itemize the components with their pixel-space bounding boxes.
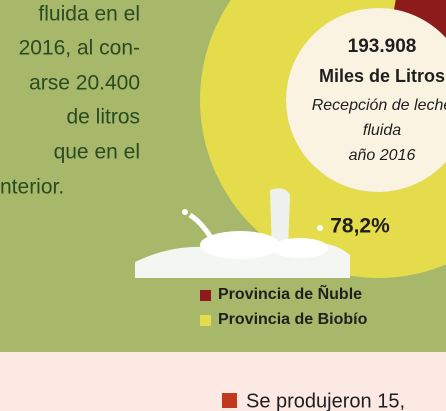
text-line: fluida en el xyxy=(38,3,140,26)
total: 193.908 xyxy=(348,36,417,57)
text-line: de litros xyxy=(66,106,140,129)
text-line: que en el xyxy=(54,141,140,164)
donut-chart xyxy=(200,0,446,278)
text-line: 2016, al con- xyxy=(19,37,140,60)
legend-label: Provincia de Ñuble xyxy=(218,283,362,303)
text-line: arse 20.400 xyxy=(29,72,140,95)
donut-center: 193.908 Miles de Litros Recepción de lec… xyxy=(312,36,446,164)
bullet xyxy=(222,393,237,408)
milk-splash xyxy=(135,188,350,278)
segment-label: 78,2% xyxy=(330,215,390,238)
body-text: fluida en el 2016, al con- arse 20.400 d… xyxy=(0,3,140,199)
footer-text: Se produjeron 15, xyxy=(246,390,405,411)
donut-segment xyxy=(393,0,446,39)
text-line: nterior. xyxy=(0,176,64,199)
donut-segment xyxy=(200,0,446,278)
legend-swatch xyxy=(200,290,211,301)
legend: Provincia de Ñuble Provincia de Biobío xyxy=(200,283,368,328)
unit: Miles de Litros xyxy=(319,66,445,86)
caption: fluida xyxy=(363,122,401,139)
caption: Recepción de leche xyxy=(312,97,446,114)
legend-label: Provincia de Biobío xyxy=(218,311,368,328)
donut-hole xyxy=(286,8,446,192)
legend-swatch xyxy=(200,315,211,326)
caption: año 2016 xyxy=(349,147,416,164)
